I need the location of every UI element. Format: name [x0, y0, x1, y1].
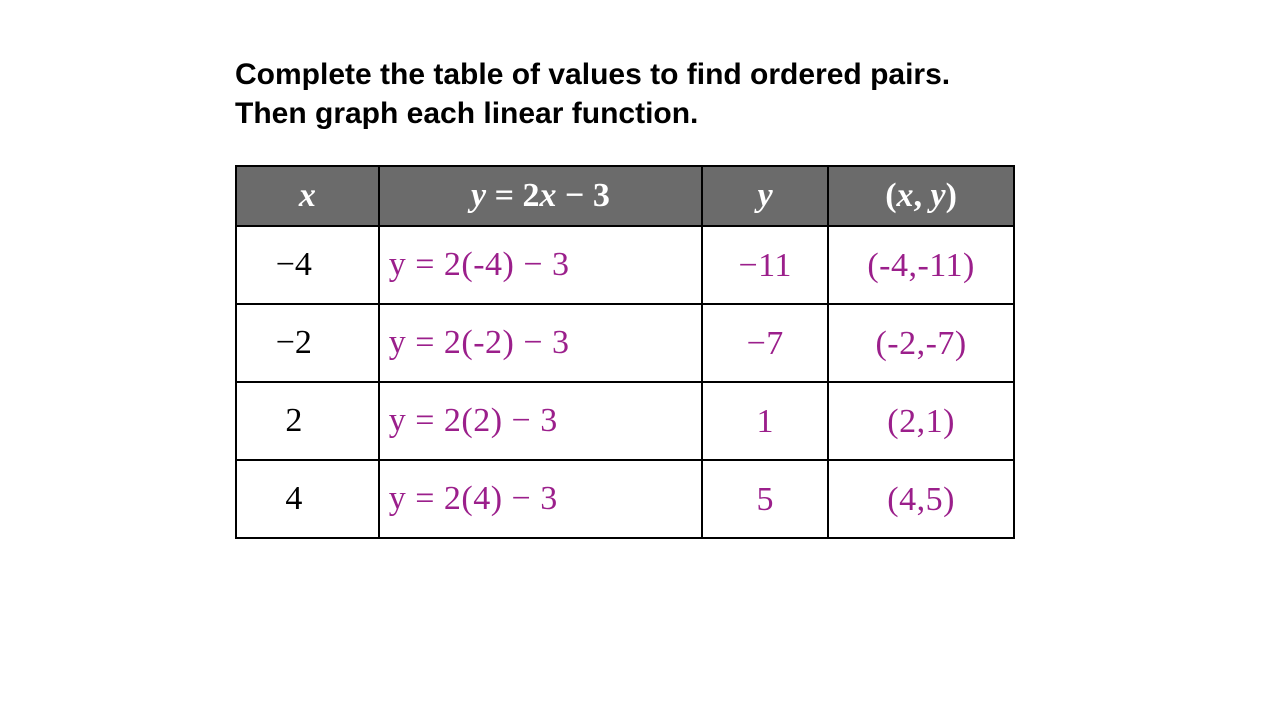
cell-pair: (-4,-11): [828, 226, 1014, 304]
cell-equation: y = 2(4) − 3: [379, 460, 703, 538]
cell-x: −2: [236, 304, 379, 382]
cell-x: 4: [236, 460, 379, 538]
values-table: x y = 2x − 3 y (x, y) −4 y = 2(-4) − 3 −…: [235, 165, 1015, 539]
cell-equation: y = 2(2) − 3: [379, 382, 703, 460]
table-row: −4 y = 2(-4) − 3 −11 (-4,-11): [236, 226, 1014, 304]
table-row: 4 y = 2(4) − 3 5 (4,5): [236, 460, 1014, 538]
instructions-line-1: Complete the table of values to find ord…: [235, 58, 950, 91]
cell-y: −11: [702, 226, 828, 304]
header-y: y: [702, 166, 828, 226]
header-x: x: [236, 166, 379, 226]
cell-pair: (4,5): [828, 460, 1014, 538]
cell-y: −7: [702, 304, 828, 382]
cell-y: 1: [702, 382, 828, 460]
instructions-line-2: Then graph each linear function.: [235, 97, 698, 130]
header-equation: y = 2x − 3: [379, 166, 703, 226]
cell-x: 2: [236, 382, 379, 460]
table-row: −2 y = 2(-2) − 3 −7 (-2,-7): [236, 304, 1014, 382]
header-pair: (x, y): [828, 166, 1014, 226]
table-header-row: x y = 2x − 3 y (x, y): [236, 166, 1014, 226]
cell-pair: (2,1): [828, 382, 1014, 460]
cell-equation: y = 2(-2) − 3: [379, 304, 703, 382]
cell-y: 5: [702, 460, 828, 538]
instructions-text: Complete the table of values to find ord…: [235, 55, 1015, 133]
table-row: 2 y = 2(2) − 3 1 (2,1): [236, 382, 1014, 460]
cell-pair: (-2,-7): [828, 304, 1014, 382]
worksheet-container: Complete the table of values to find ord…: [235, 55, 1015, 539]
cell-x: −4: [236, 226, 379, 304]
cell-equation: y = 2(-4) − 3: [379, 226, 703, 304]
